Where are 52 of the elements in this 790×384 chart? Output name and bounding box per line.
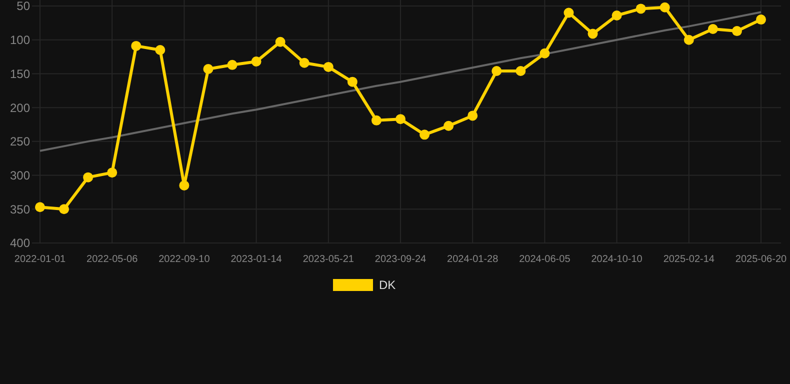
point bbox=[251, 56, 262, 67]
point bbox=[588, 28, 598, 39]
y-tick-label: 200 bbox=[10, 100, 30, 115]
point bbox=[468, 110, 478, 121]
y-tick-label: 400 bbox=[10, 236, 30, 250]
y-tick-label: 100 bbox=[10, 33, 30, 48]
point bbox=[540, 48, 550, 58]
point bbox=[323, 62, 334, 72]
x-tick-label: 2024-06-05 bbox=[519, 254, 571, 265]
legend-label: DK bbox=[379, 278, 396, 292]
x-tick-label: 2022-05-06 bbox=[86, 254, 138, 265]
x-tick-label: 2023-09-24 bbox=[374, 254, 427, 265]
x-tick-label: 2022-09-10 bbox=[158, 254, 210, 265]
point bbox=[107, 168, 118, 178]
point bbox=[299, 58, 310, 68]
x-tick-label: 2024-10-10 bbox=[591, 254, 643, 265]
y-tick-label: 50 bbox=[16, 0, 30, 14]
point bbox=[732, 26, 742, 36]
point bbox=[275, 36, 286, 47]
point bbox=[179, 180, 190, 190]
y-tick-label: 150 bbox=[10, 66, 30, 81]
point bbox=[564, 8, 574, 18]
point bbox=[492, 66, 502, 76]
point bbox=[684, 34, 694, 45]
x-tick-label: 2023-01-14 bbox=[230, 254, 282, 265]
x-tick-label: 2025-02-14 bbox=[663, 254, 715, 265]
point bbox=[131, 40, 142, 51]
point bbox=[203, 64, 214, 74]
point bbox=[444, 120, 454, 131]
x-tick-label: 2023-05-21 bbox=[302, 254, 354, 265]
point bbox=[660, 2, 670, 12]
point bbox=[396, 114, 406, 124]
point bbox=[612, 10, 622, 20]
point bbox=[756, 14, 766, 25]
point bbox=[371, 115, 382, 126]
point bbox=[708, 24, 718, 34]
point bbox=[83, 172, 94, 182]
y-tick-label: 300 bbox=[10, 168, 30, 182]
point bbox=[636, 4, 646, 14]
point bbox=[59, 204, 70, 214]
y-tick-label: 250 bbox=[10, 134, 30, 149]
point bbox=[516, 66, 526, 76]
point bbox=[35, 202, 45, 212]
y-tick-label: 350 bbox=[10, 202, 30, 216]
x-tick-label: 2022-01-01 bbox=[14, 254, 66, 265]
point bbox=[347, 76, 358, 87]
x-tick-label: 2024-01-28 bbox=[447, 254, 499, 265]
point bbox=[420, 130, 430, 140]
point bbox=[227, 60, 238, 70]
x-tick-label: 2025-06-20 bbox=[735, 254, 788, 265]
point bbox=[155, 45, 166, 56]
line-series bbox=[39, 11, 762, 152]
